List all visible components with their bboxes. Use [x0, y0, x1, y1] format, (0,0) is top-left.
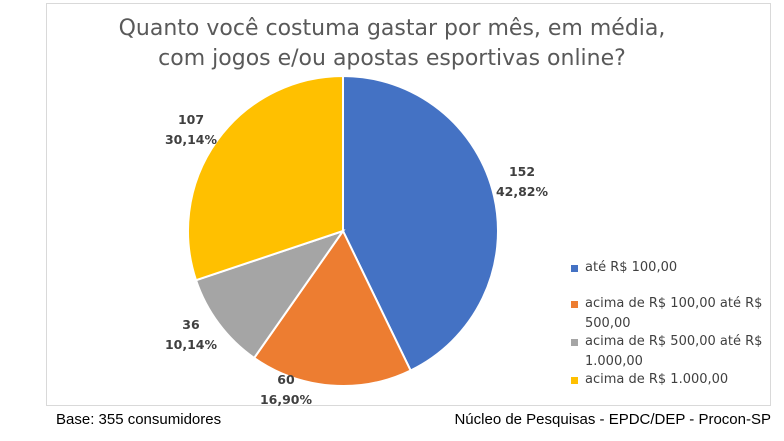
chart-title-line-1: Quanto você costuma gastar por mês, em m…: [118, 16, 666, 41]
data-label-percent: 16,90%: [260, 392, 313, 407]
legend-swatch: [571, 265, 578, 272]
legend-swatch: [571, 301, 578, 308]
data-label-value: 36: [182, 317, 200, 332]
data-label-percent: 10,14%: [165, 337, 218, 352]
data-label-value: 152: [509, 164, 535, 179]
data-label-percent: 30,14%: [165, 132, 218, 147]
pie-slice: [342, 74, 499, 372]
chart-title-line-2: com jogos e/ou apostas esportivas online…: [158, 46, 626, 71]
pie-slice: [187, 74, 344, 282]
chart-title: Quanto você costuma gastar por mês, em m…: [0, 14, 784, 74]
legend-label: acima de R$ 1.000,00: [585, 372, 729, 387]
footer-base: Base: 355 consumidores: [56, 411, 222, 428]
legend-swatch: [571, 339, 578, 346]
data-label-value: 107: [178, 112, 204, 127]
legend-label: até R$ 100,00: [585, 260, 678, 275]
footer-source: Núcleo de Pesquisas - EPDC/DEP - Procon-…: [454, 411, 771, 428]
legend-swatch: [571, 377, 578, 384]
pie-slice: [194, 229, 346, 360]
legend-label: acima de R$ 500,00 até R$ 1.000,00: [585, 334, 763, 369]
pie-slice: [252, 229, 412, 387]
data-label-value: 60: [277, 372, 295, 387]
legend-label: acima de R$ 100,00 até R$ 500,00: [585, 296, 763, 331]
data-label-percent: 42,82%: [496, 184, 549, 199]
